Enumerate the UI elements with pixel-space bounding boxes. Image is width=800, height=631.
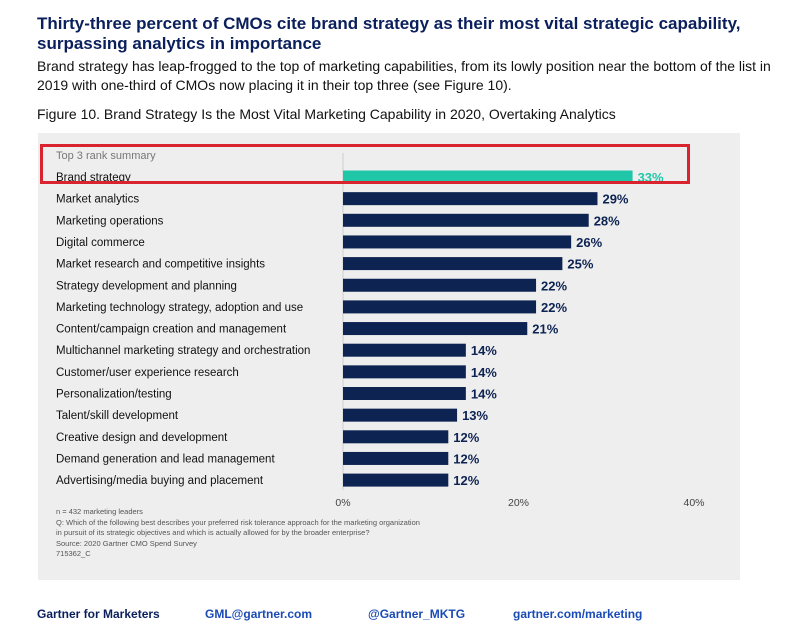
chart-notes: n = 432 marketing leaders Q: Which of th… [56, 507, 556, 560]
figure-title: Figure 10. Brand Strategy Is the Most Vi… [37, 106, 616, 122]
value-label: 26% [576, 235, 602, 250]
value-label: 14% [471, 365, 497, 380]
value-label: 14% [471, 387, 497, 402]
category-label: Content/campaign creation and management [56, 324, 287, 336]
bar [343, 387, 466, 400]
value-label: 29% [602, 192, 628, 207]
category-label: Customer/user experience research [56, 367, 239, 379]
question-note-line2: in pursuit of its strategic objectives a… [56, 528, 370, 538]
bar [343, 235, 572, 249]
bar [343, 365, 466, 379]
bar [343, 473, 449, 487]
value-label: 25% [567, 257, 593, 272]
category-label: Marketing technology strategy, adoption … [56, 302, 303, 314]
category-label: Advertising/media buying and placement [56, 475, 264, 487]
value-label: 13% [462, 408, 488, 423]
value-label: 12% [453, 430, 479, 445]
footer-email-link[interactable]: GML@gartner.com [205, 607, 313, 621]
bar [343, 408, 458, 422]
bar [343, 257, 563, 271]
sample-note: n = 432 marketing leaders [56, 507, 143, 516]
source-note: Source: 2020 Gartner CMO Spend Survey [56, 538, 197, 548]
bar [343, 430, 449, 444]
bar [343, 170, 633, 184]
bar [343, 278, 537, 292]
value-label: 12% [453, 451, 479, 466]
footer-website-link[interactable]: gartner.com/marketing [513, 607, 643, 621]
figure-id: 715362_C [56, 549, 91, 559]
category-label: Creative design and development [56, 432, 228, 444]
category-label: Digital commerce [56, 237, 145, 249]
category-label: Personalization/testing [56, 389, 172, 401]
intro-paragraph: Brand strategy has leap-frogged to the t… [37, 58, 771, 93]
footer: Gartner for Marketers GML@gartner.com @G… [0, 607, 800, 623]
question-note-line1: Q: Which of the following best describes… [56, 517, 420, 527]
category-label: Multichannel marketing strategy and orch… [56, 345, 310, 357]
value-label: 28% [594, 213, 620, 228]
headline: Thirty-three percent of CMOs cite brand … [37, 14, 741, 53]
x-tick-label: 20% [508, 497, 529, 509]
category-label: Strategy development and planning [56, 280, 237, 292]
x-tick-label: 40% [683, 497, 704, 509]
chart-title: Top 3 rank summary [56, 150, 156, 162]
category-label: Demand generation and lead management [56, 453, 275, 465]
bar [343, 213, 589, 227]
footer-brand: Gartner for Marketers [37, 607, 160, 621]
x-tick-label: 0% [335, 497, 350, 509]
value-label: 22% [541, 278, 567, 293]
bar [343, 300, 537, 314]
chart-panel: Top 3 rank summary Brand strategy 33% Marke… [38, 133, 740, 580]
category-label: Talent/skill development [56, 410, 179, 422]
bar [343, 192, 598, 206]
value-label: 12% [453, 473, 479, 488]
value-label: 21% [532, 322, 558, 337]
bar [343, 451, 449, 465]
value-label: 14% [471, 343, 497, 358]
category-label: Market analytics [56, 194, 139, 206]
category-label: Marketing operations [56, 215, 164, 227]
category-label: Market research and competitive insights [56, 259, 265, 271]
footer-twitter-link[interactable]: @Gartner_MKTG [368, 607, 466, 621]
bar [343, 322, 528, 336]
bar [343, 343, 466, 357]
highlight-box [40, 144, 690, 184]
value-label: 22% [541, 300, 567, 315]
